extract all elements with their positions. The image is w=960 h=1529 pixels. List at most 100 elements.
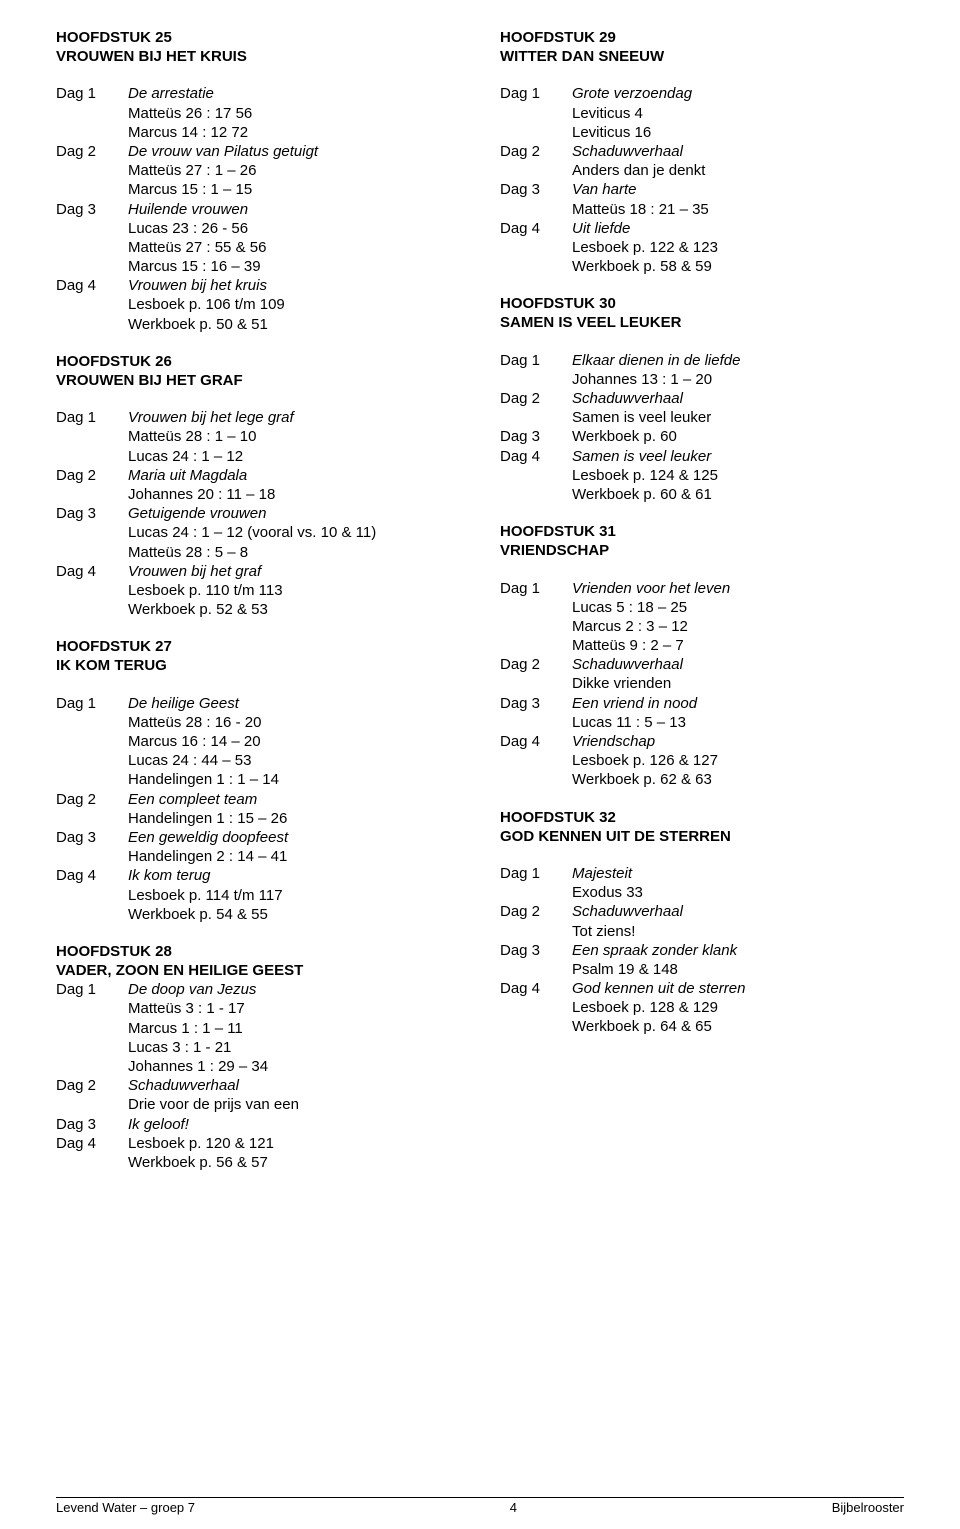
entry-title: Vrouwen bij het lege graf [128, 408, 460, 427]
entry-title: Een compleet team [128, 790, 460, 809]
day-entry: Dag 1De doop van JezusMatteüs 3 : 1 - 17… [56, 980, 460, 1076]
left-column: HOOFDSTUK 25 VROUWEN BIJ HET KRUIS Dag 1… [56, 28, 460, 1190]
day-content: Vrouwen bij het grafLesboek p. 110 t/m 1… [128, 562, 460, 620]
day-content: Een compleet teamHandelingen 1 : 15 – 26 [128, 790, 460, 828]
entry-title: Ik kom terug [128, 866, 460, 885]
entry-line: Matteüs 27 : 1 – 26 [128, 161, 460, 180]
day-label: Dag 3 [56, 828, 128, 866]
day-label: Dag 1 [500, 579, 572, 656]
day-content: Maria uit MagdalaJohannes 20 : 11 – 18 [128, 466, 460, 504]
entry-line: Handelingen 2 : 14 – 41 [128, 847, 460, 866]
day-content: De doop van JezusMatteüs 3 : 1 - 17Marcu… [128, 980, 460, 1076]
entry-line: Matteüs 18 : 21 – 35 [572, 200, 904, 219]
day-content: SchaduwverhaalAnders dan je denkt [572, 142, 904, 180]
entry-line: Matteüs 26 : 17 56 [128, 104, 460, 123]
entry-title: De arrestatie [128, 84, 460, 103]
entry-line: Marcus 15 : 16 – 39 [128, 257, 460, 276]
entry-line: Matteüs 3 : 1 - 17 [128, 999, 460, 1018]
day-entry: Dag 1De heilige GeestMatteüs 28 : 16 - 2… [56, 694, 460, 790]
ch27-title: HOOFDSTUK 27 [56, 637, 460, 656]
day-label: Dag 3 [500, 427, 572, 446]
day-entry: Dag 1De arrestatieMatteüs 26 : 17 56Marc… [56, 84, 460, 142]
ch31-subtitle: VRIENDSCHAP [500, 541, 904, 560]
day-label: Dag 2 [500, 655, 572, 693]
day-content: Vrouwen bij het kruisLesboek p. 106 t/m … [128, 276, 460, 334]
entry-line: Matteüs 28 : 1 – 10 [128, 427, 460, 446]
entry-line: Samen is veel leuker [572, 408, 904, 427]
two-column-layout: HOOFDSTUK 25 VROUWEN BIJ HET KRUIS Dag 1… [56, 28, 904, 1190]
ch30-entries: Dag 1Elkaar dienen in de liefdeJohannes … [500, 351, 904, 505]
entry-line: Handelingen 1 : 1 – 14 [128, 770, 460, 789]
entry-line: Anders dan je denkt [572, 161, 904, 180]
day-label: Dag 2 [500, 902, 572, 940]
day-entry: Dag 4Vrouwen bij het grafLesboek p. 110 … [56, 562, 460, 620]
entry-line: Leviticus 16 [572, 123, 904, 142]
entry-title: Getuigende vrouwen [128, 504, 460, 523]
ch28-title: HOOFDSTUK 28 [56, 942, 460, 961]
day-entry: Dag 4Samen is veel leukerLesboek p. 124 … [500, 447, 904, 505]
entry-title: Huilende vrouwen [128, 200, 460, 219]
chapter-26: HOOFDSTUK 26 VROUWEN BIJ HET GRAF Dag 1V… [56, 352, 460, 619]
entry-line: Lucas 24 : 1 – 12 (vooral vs. 10 & 11) [128, 523, 460, 542]
day-label: Dag 1 [500, 864, 572, 902]
entry-line: Tot ziens! [572, 922, 904, 941]
day-content: Vrouwen bij het lege grafMatteüs 28 : 1 … [128, 408, 460, 466]
day-content: God kennen uit de sterrenLesboek p. 128 … [572, 979, 904, 1037]
ch28-entries: Dag 1De doop van JezusMatteüs 3 : 1 - 17… [56, 980, 460, 1172]
day-entry: Dag 4God kennen uit de sterrenLesboek p.… [500, 979, 904, 1037]
entry-line: Lesboek p. 110 t/m 113 [128, 581, 460, 600]
day-entry: Dag 2Een compleet teamHandelingen 1 : 15… [56, 790, 460, 828]
day-content: De vrouw van Pilatus getuigtMatteüs 27 :… [128, 142, 460, 200]
day-label: Dag 2 [500, 142, 572, 180]
entry-line: Drie voor de prijs van een [128, 1095, 460, 1114]
day-entry: Dag 2De vrouw van Pilatus getuigtMatteüs… [56, 142, 460, 200]
day-label: Dag 4 [500, 732, 572, 790]
entry-line: Werkboek p. 56 & 57 [128, 1153, 460, 1172]
day-entry: Dag 4Vrouwen bij het kruisLesboek p. 106… [56, 276, 460, 334]
day-label: Dag 1 [56, 84, 128, 142]
entry-line: Handelingen 1 : 15 – 26 [128, 809, 460, 828]
entry-title: Maria uit Magdala [128, 466, 460, 485]
day-label: Dag 4 [500, 447, 572, 505]
chapter-28: HOOFDSTUK 28 VADER, ZOON EN HEILIGE GEES… [56, 942, 460, 1172]
entry-line: Lesboek p. 114 t/m 117 [128, 886, 460, 905]
day-entry: Dag 4Ik kom terugLesboek p. 114 t/m 117W… [56, 866, 460, 924]
entry-line: Matteüs 27 : 55 & 56 [128, 238, 460, 257]
day-entry: Dag 3Een spraak zonder klankPsalm 19 & 1… [500, 941, 904, 979]
day-label: Dag 3 [56, 504, 128, 562]
chapter-30: HOOFDSTUK 30 SAMEN IS VEEL LEUKER Dag 1E… [500, 294, 904, 504]
day-content: Een spraak zonder klankPsalm 19 & 148 [572, 941, 904, 979]
entry-line: Werkboek p. 52 & 53 [128, 600, 460, 619]
entry-title: Schaduwverhaal [572, 142, 904, 161]
entry-line: Lesboek p. 120 & 121 [128, 1134, 460, 1153]
chapter-29: HOOFDSTUK 29 WITTER DAN SNEEUW Dag 1Grot… [500, 28, 904, 276]
day-content: De heilige GeestMatteüs 28 : 16 - 20Marc… [128, 694, 460, 790]
right-column: HOOFDSTUK 29 WITTER DAN SNEEUW Dag 1Grot… [500, 28, 904, 1190]
day-content: Werkboek p. 60 [572, 427, 904, 446]
day-label: Dag 2 [56, 1076, 128, 1114]
day-label: Dag 3 [500, 941, 572, 979]
entry-line: Johannes 13 : 1 – 20 [572, 370, 904, 389]
entry-title: Een vriend in nood [572, 694, 904, 713]
day-content: Elkaar dienen in de liefdeJohannes 13 : … [572, 351, 904, 389]
day-label: Dag 4 [500, 979, 572, 1037]
entry-title: De heilige Geest [128, 694, 460, 713]
day-label: Dag 3 [56, 200, 128, 277]
day-content: Lesboek p. 120 & 121Werkboek p. 56 & 57 [128, 1134, 460, 1172]
ch32-title: HOOFDSTUK 32 [500, 808, 904, 827]
entry-title: Schaduwverhaal [572, 389, 904, 408]
entry-line: Marcus 2 : 3 – 12 [572, 617, 904, 636]
day-entry: Dag 3Getuigende vrouwenLucas 24 : 1 – 12… [56, 504, 460, 562]
entry-title: De doop van Jezus [128, 980, 460, 999]
entry-line: Lesboek p. 122 & 123 [572, 238, 904, 257]
day-label: Dag 4 [56, 562, 128, 620]
ch29-entries: Dag 1Grote verzoendagLeviticus 4Leviticu… [500, 84, 904, 276]
day-entry: Dag 1Grote verzoendagLeviticus 4Leviticu… [500, 84, 904, 142]
entry-title: Elkaar dienen in de liefde [572, 351, 904, 370]
entry-title: Schaduwverhaal [572, 902, 904, 921]
day-entry: Dag 1Vrienden voor het levenLucas 5 : 18… [500, 579, 904, 656]
day-entry: Dag 2SchaduwverhaalTot ziens! [500, 902, 904, 940]
entry-line: Werkboek p. 60 [572, 427, 904, 446]
entry-line: Marcus 15 : 1 – 15 [128, 180, 460, 199]
entry-line: Lucas 24 : 1 – 12 [128, 447, 460, 466]
